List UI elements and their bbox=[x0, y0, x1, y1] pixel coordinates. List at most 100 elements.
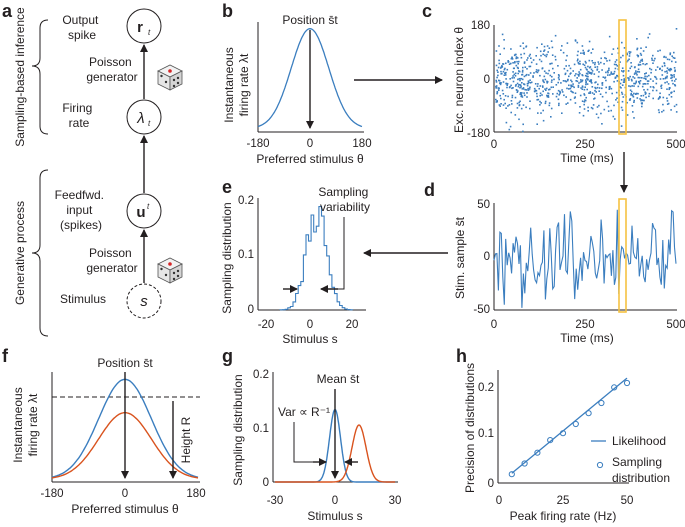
spike-point bbox=[649, 67, 651, 70]
spike-point bbox=[584, 86, 586, 88]
spike-point bbox=[562, 51, 565, 54]
spike-point bbox=[660, 85, 662, 88]
spike-point bbox=[636, 97, 639, 99]
spike-point bbox=[496, 69, 498, 72]
spike-point bbox=[655, 78, 658, 80]
spike-point bbox=[563, 94, 565, 97]
spike-point bbox=[673, 51, 675, 54]
spike-point bbox=[499, 83, 502, 86]
spike-point bbox=[634, 82, 636, 85]
spike-point bbox=[675, 78, 677, 80]
spike-point bbox=[661, 69, 663, 72]
spike-point bbox=[517, 62, 519, 65]
spike-point bbox=[521, 88, 524, 90]
panel-h-xtick: 50 bbox=[621, 495, 634, 507]
spike-point bbox=[588, 59, 591, 62]
spike-point bbox=[525, 89, 528, 91]
spike-point bbox=[675, 103, 678, 106]
sampling-point bbox=[572, 420, 579, 428]
spike-point bbox=[495, 101, 498, 103]
spike-point bbox=[520, 93, 522, 96]
spike-point bbox=[671, 60, 673, 63]
spike-point bbox=[549, 88, 551, 91]
spike-point bbox=[536, 85, 539, 87]
dice-icon bbox=[157, 64, 183, 91]
spike-point bbox=[611, 73, 614, 75]
spike-point bbox=[593, 93, 595, 95]
spike-point bbox=[638, 82, 641, 85]
spike-point bbox=[637, 92, 639, 95]
spike-point bbox=[508, 104, 511, 106]
spike-point bbox=[539, 100, 541, 103]
panel-f-xlabel: Preferred stimulus θ bbox=[71, 502, 179, 516]
spike-point bbox=[621, 91, 623, 94]
spike-point bbox=[517, 67, 519, 70]
spike-point bbox=[522, 66, 524, 69]
spike-point bbox=[569, 67, 572, 70]
panel-g-ytick: 0.1 bbox=[253, 423, 269, 435]
spike-point bbox=[550, 40, 553, 42]
spike-point bbox=[646, 88, 649, 91]
spike-point bbox=[614, 76, 617, 79]
spike-point bbox=[534, 90, 536, 93]
spike-point bbox=[519, 79, 521, 82]
spike-point bbox=[587, 79, 589, 81]
spike-point bbox=[608, 86, 611, 88]
sampling-point bbox=[559, 430, 567, 437]
spike-point bbox=[590, 82, 593, 84]
spike-point bbox=[528, 74, 530, 76]
spike-point bbox=[639, 61, 641, 63]
spike-point bbox=[664, 81, 666, 84]
spike-point bbox=[652, 97, 654, 100]
spike-point bbox=[568, 88, 570, 90]
spike-point bbox=[572, 85, 574, 87]
spike-point bbox=[626, 52, 628, 55]
panel-d-ytick: 0 bbox=[484, 251, 490, 263]
spike-point bbox=[613, 104, 615, 107]
spike-point bbox=[673, 67, 676, 69]
spike-point bbox=[648, 74, 650, 77]
spike-point bbox=[606, 60, 608, 62]
spike-point bbox=[542, 86, 544, 88]
spike-point bbox=[516, 91, 519, 93]
spike-point bbox=[613, 63, 616, 66]
spike-point bbox=[616, 97, 618, 99]
spike-point bbox=[496, 100, 498, 103]
spike-point bbox=[598, 90, 600, 92]
panel-c-highlight bbox=[618, 19, 627, 135]
spike-point bbox=[648, 95, 650, 98]
spike-point bbox=[544, 88, 546, 90]
spike-point bbox=[589, 92, 591, 94]
spike-point bbox=[573, 86, 575, 89]
spike-point bbox=[601, 123, 603, 125]
spike-point bbox=[510, 48, 512, 50]
spike-point bbox=[535, 71, 537, 73]
spike-point bbox=[548, 104, 551, 107]
spike-point bbox=[667, 83, 670, 85]
spike-point bbox=[666, 72, 669, 74]
spike-point bbox=[578, 71, 580, 73]
spike-point bbox=[633, 92, 635, 95]
spike-point bbox=[572, 83, 574, 85]
spike-point bbox=[579, 94, 582, 97]
panel-h-ylabel: Precision of distributions bbox=[463, 363, 477, 493]
spike-point bbox=[561, 91, 564, 93]
spike-point bbox=[651, 59, 653, 61]
spike-point bbox=[577, 73, 579, 76]
spike-point bbox=[558, 102, 560, 105]
spike-point bbox=[641, 103, 643, 105]
spike-point bbox=[670, 77, 672, 79]
spike-point bbox=[573, 97, 576, 99]
spike-point bbox=[668, 58, 671, 61]
spike-point bbox=[521, 69, 524, 72]
spike-point bbox=[591, 72, 593, 74]
spike-point bbox=[529, 65, 532, 68]
spike-point bbox=[547, 72, 549, 75]
spike-point bbox=[664, 77, 667, 80]
panel-c-xlabel: Time (ms) bbox=[560, 151, 614, 165]
spike-point bbox=[512, 80, 515, 83]
spike-point bbox=[542, 109, 544, 112]
spike-point bbox=[496, 100, 498, 102]
spike-point bbox=[593, 98, 595, 100]
spike-point bbox=[536, 71, 539, 74]
